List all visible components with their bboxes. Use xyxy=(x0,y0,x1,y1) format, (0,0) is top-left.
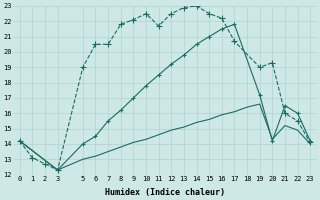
X-axis label: Humidex (Indice chaleur): Humidex (Indice chaleur) xyxy=(105,188,225,197)
